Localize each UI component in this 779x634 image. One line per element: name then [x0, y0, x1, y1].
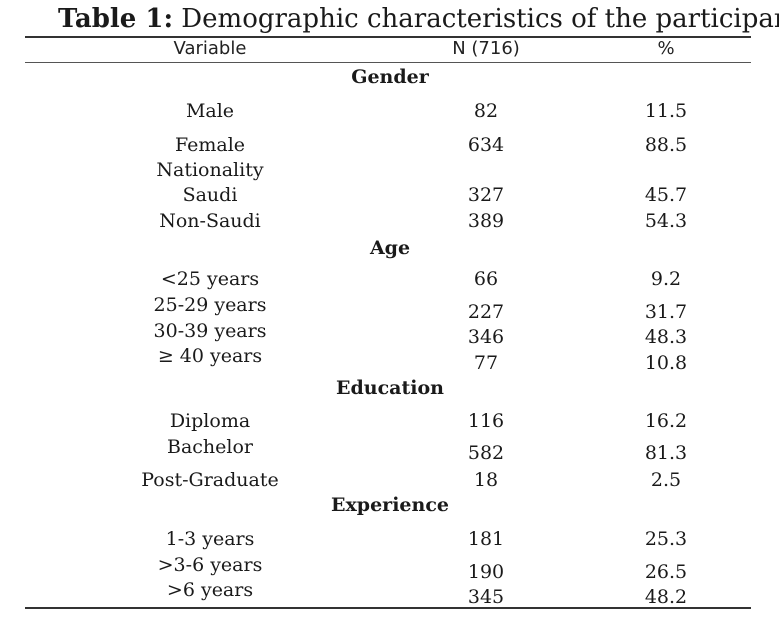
row-pct: 26.5 [644, 561, 688, 583]
row-label: Bachelor [166, 436, 253, 458]
row-pct: 48.2 [644, 586, 688, 608]
row-pct: 10.8 [644, 352, 688, 374]
row-label: Post-Graduate [141, 469, 279, 491]
table-number: Table 1: [58, 4, 174, 34]
row-n: 181 [467, 528, 505, 550]
row-label: Female [174, 134, 246, 156]
header-percent: % [657, 38, 675, 59]
row-n: 327 [467, 184, 505, 206]
row-n: 82 [473, 100, 499, 122]
row-pct: 54.3 [644, 210, 688, 232]
row-pct: 11.5 [644, 100, 688, 122]
row-pct: 88.5 [644, 134, 688, 156]
row-pct: 81.3 [644, 442, 688, 464]
row-label: Diploma [169, 410, 251, 432]
top-rule [25, 36, 751, 38]
table-title: Table 1: Demographic characteristics of … [58, 4, 779, 34]
header-n: N (716) [452, 38, 520, 59]
row-label: >3-6 years [157, 554, 263, 576]
row-n: 116 [467, 410, 505, 432]
row-pct: 48.3 [644, 326, 688, 348]
row-n: 66 [473, 268, 499, 290]
section-education: Education [336, 377, 444, 399]
row-n: 582 [467, 442, 505, 464]
row-n: 345 [467, 586, 505, 608]
row-n: 389 [467, 210, 505, 232]
row-n: 18 [473, 469, 499, 491]
bottom-rule [25, 607, 751, 609]
row-label: Non-Saudi [159, 210, 261, 232]
row-n: 190 [467, 561, 505, 583]
row-pct: 9.2 [650, 268, 682, 290]
row-label: <25 years [160, 268, 260, 290]
row-label: 25-29 years [153, 294, 267, 316]
section-experience: Experience [331, 494, 449, 516]
row-pct: 25.3 [644, 528, 688, 550]
row-pct: 45.7 [644, 184, 688, 206]
row-pct: 2.5 [650, 469, 682, 491]
section-gender: Gender [351, 66, 429, 88]
row-label: Saudi [182, 184, 238, 206]
row-label: >6 years [166, 579, 254, 601]
table-caption: Demographic characteristics of the parti… [173, 4, 779, 34]
header-rule [25, 62, 751, 63]
row-label: 1-3 years [165, 528, 255, 550]
row-n: 346 [467, 326, 505, 348]
row-label: 30-39 years [153, 320, 267, 342]
row-pct: 31.7 [644, 301, 688, 323]
row-pct: 16.2 [644, 410, 688, 432]
row-n: 227 [467, 301, 505, 323]
section-age: Age [369, 237, 411, 259]
row-n: 634 [467, 134, 505, 156]
row-n: 77 [473, 352, 499, 374]
row-label: Male [185, 100, 235, 122]
header-variable: Variable [173, 38, 247, 59]
row-label: ≥ 40 years [157, 345, 263, 367]
row-label: Nationality [156, 159, 264, 181]
